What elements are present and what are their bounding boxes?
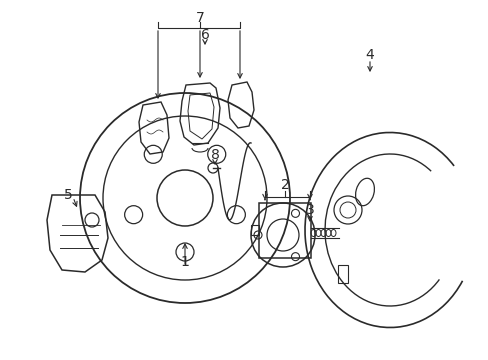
Text: 4: 4 — [365, 48, 374, 62]
Text: 1: 1 — [180, 255, 189, 269]
Text: 3: 3 — [305, 203, 314, 217]
Text: 6: 6 — [200, 28, 209, 42]
Text: 5: 5 — [63, 188, 72, 202]
Text: 7: 7 — [195, 11, 204, 25]
Text: 2: 2 — [280, 178, 289, 192]
Bar — [259, 203, 310, 258]
Text: 8: 8 — [210, 148, 219, 162]
Bar — [250, 225, 259, 235]
Bar — [337, 265, 347, 283]
